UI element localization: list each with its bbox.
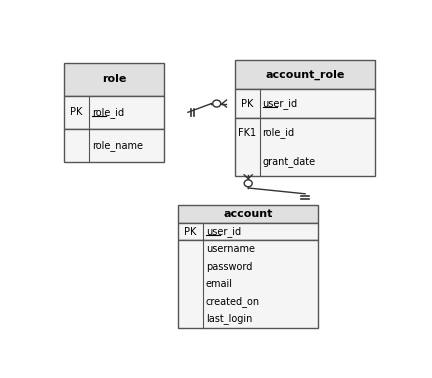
Text: FK1: FK1 <box>238 128 257 138</box>
Bar <box>235 89 375 118</box>
Circle shape <box>213 100 221 107</box>
Text: role_id: role_id <box>92 107 124 118</box>
Text: role_name: role_name <box>92 140 143 151</box>
Bar <box>64 63 165 96</box>
Bar <box>178 223 318 240</box>
Text: role_id: role_id <box>263 127 295 138</box>
Text: password: password <box>206 262 252 271</box>
Bar <box>235 118 375 176</box>
Text: last_login: last_login <box>206 313 252 324</box>
Text: account: account <box>223 209 273 219</box>
Circle shape <box>244 180 252 187</box>
Text: account_role: account_role <box>265 69 345 80</box>
Text: PK: PK <box>184 227 197 237</box>
Bar <box>235 60 375 89</box>
Bar <box>64 96 165 129</box>
Text: username: username <box>206 244 255 254</box>
Text: grant_date: grant_date <box>263 156 316 167</box>
Bar <box>178 240 318 328</box>
Text: role: role <box>102 74 127 84</box>
Text: email: email <box>206 279 233 289</box>
Text: PK: PK <box>70 107 83 117</box>
Text: PK: PK <box>241 99 254 108</box>
Text: user_id: user_id <box>206 226 241 237</box>
Text: created_on: created_on <box>206 296 260 307</box>
Bar <box>178 206 318 223</box>
Text: user_id: user_id <box>263 98 298 109</box>
Bar <box>64 129 165 162</box>
